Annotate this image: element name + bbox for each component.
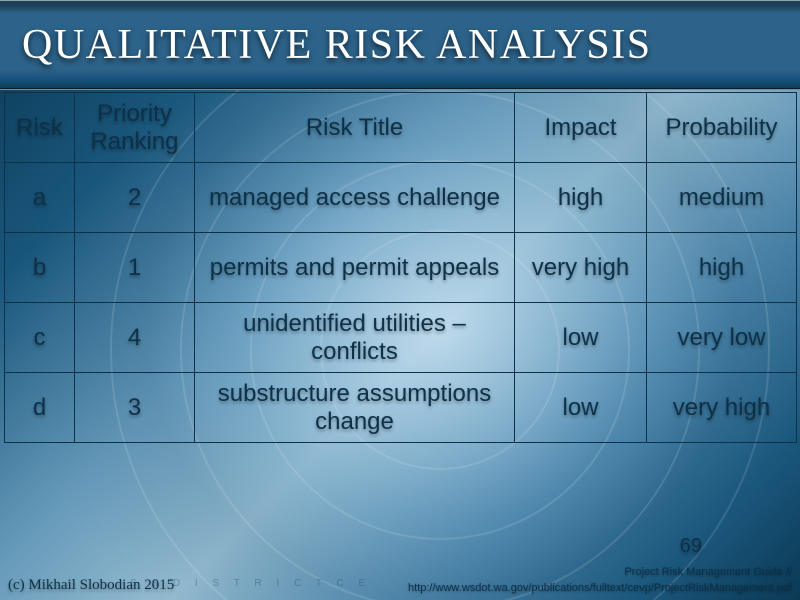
page-number: 69 — [680, 535, 702, 558]
table-header-row: RiskPriority RankingRisk TitleImpactProb… — [5, 93, 797, 163]
table-body: a2managed access challengehighmediumb1pe… — [5, 163, 797, 443]
table-cell: d — [5, 373, 75, 443]
source-citation: Project Risk Management Guide // http://… — [408, 565, 792, 596]
table-row: c4unidentified utilities – conflictslowv… — [5, 303, 797, 373]
table-cell: high — [647, 233, 797, 303]
table-cell: 3 — [75, 373, 195, 443]
title-bar: QUALITATIVE RISK ANALYSIS — [0, 0, 800, 90]
table-cell: c — [5, 303, 75, 373]
column-header: Impact — [515, 93, 647, 163]
risk-table: RiskPriority RankingRisk TitleImpactProb… — [4, 92, 797, 443]
column-header: Risk — [5, 93, 75, 163]
source-line-2: http://www.wsdot.wa.gov/publications/ful… — [408, 581, 792, 596]
table-cell: very low — [647, 303, 797, 373]
risk-table-container: RiskPriority RankingRisk TitleImpactProb… — [4, 92, 796, 443]
column-header: Risk Title — [195, 93, 515, 163]
column-header: Priority Ranking — [75, 93, 195, 163]
table-cell: medium — [647, 163, 797, 233]
table-cell: substructure assumptions change — [195, 373, 515, 443]
table-cell: very high — [647, 373, 797, 443]
table-cell: 2 — [75, 163, 195, 233]
table-cell: b — [5, 233, 75, 303]
table-row: d3substructure assumptions changelowvery… — [5, 373, 797, 443]
copyright-text: (c) Mikhail Slobodian 2015 — [8, 577, 174, 594]
table-cell: 1 — [75, 233, 195, 303]
table-cell: 4 — [75, 303, 195, 373]
table-cell: high — [515, 163, 647, 233]
slide-title: QUALITATIVE RISK ANALYSIS — [22, 21, 652, 69]
table-row: b1permits and permit appealsvery highhig… — [5, 233, 797, 303]
table-cell: a — [5, 163, 75, 233]
table-cell: very high — [515, 233, 647, 303]
table-cell: permits and permit appeals — [195, 233, 515, 303]
source-line-1: Project Risk Management Guide // — [408, 565, 792, 580]
table-row: a2managed access challengehighmedium — [5, 163, 797, 233]
column-header: Probability — [647, 93, 797, 163]
table-cell: low — [515, 303, 647, 373]
table-cell: managed access challenge — [195, 163, 515, 233]
table-cell: unidentified utilities – conflicts — [195, 303, 515, 373]
table-cell: low — [515, 373, 647, 443]
